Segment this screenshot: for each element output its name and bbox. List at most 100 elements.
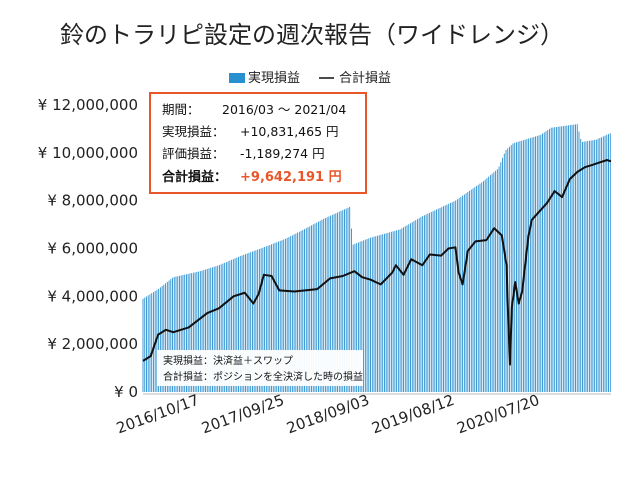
realized-bar	[512, 143, 514, 392]
realized-bar	[510, 145, 512, 392]
realized-bar	[142, 298, 144, 392]
realized-bar	[380, 234, 382, 392]
realized-bar	[399, 229, 401, 392]
realized-bar	[566, 125, 568, 392]
realized-bar	[147, 295, 149, 392]
realized-bar	[271, 244, 272, 392]
realized-bar	[477, 184, 479, 392]
y-tick-label: ¥ 10,000,000	[38, 144, 138, 162]
realized-bar	[507, 148, 509, 392]
realized-bar	[189, 273, 191, 392]
realized-bar	[413, 221, 415, 392]
realized-bar	[364, 239, 366, 392]
y-tick-label: ¥ 12,000,000	[38, 96, 138, 114]
realized-bar	[455, 200, 457, 392]
realized-bar	[274, 242, 276, 392]
y-tick-label: ¥ 6,000,000	[47, 240, 138, 258]
realized-bar	[297, 232, 299, 392]
realized-bar	[354, 243, 356, 392]
realized-bar	[246, 253, 248, 392]
realized-bar	[264, 247, 266, 392]
realized-bar	[503, 153, 505, 392]
realized-bar	[526, 139, 528, 392]
realized-bar	[314, 223, 316, 392]
realized-bar	[470, 189, 472, 392]
realized-bar	[337, 212, 338, 392]
realized-bar	[191, 273, 193, 392]
realized-bar	[215, 266, 217, 392]
realized-bar	[410, 223, 411, 392]
realized-bar	[486, 178, 488, 392]
realized-bar	[604, 135, 606, 392]
realized-bar	[333, 214, 335, 392]
unrealized-value: -1,189,274 円	[240, 146, 325, 161]
realized-bar	[173, 276, 175, 392]
realized-bar	[557, 126, 559, 392]
realized-bar	[220, 264, 222, 392]
realized-bar	[575, 124, 576, 393]
realized-bar	[267, 245, 269, 392]
realized-bar	[533, 136, 535, 392]
realized-bar	[350, 228, 352, 392]
y-tick-label: ¥ 4,000,000	[47, 287, 138, 305]
realized-bar	[467, 192, 469, 392]
realized-bar	[165, 283, 167, 392]
realized-bar	[210, 267, 212, 392]
realized-bar	[601, 137, 603, 392]
realized-bar	[159, 287, 161, 392]
realized-bar	[396, 230, 398, 392]
realized-bar	[542, 133, 543, 392]
realized-bar	[536, 135, 538, 392]
realized-bar	[496, 169, 498, 392]
realized-bar	[309, 226, 311, 392]
realized-bar	[161, 286, 163, 392]
realized-bar	[151, 293, 153, 392]
realized-bar	[319, 220, 321, 392]
realized-bar	[498, 166, 500, 392]
realized-bar	[529, 138, 531, 392]
realized-bar	[528, 138, 530, 392]
realized-bar	[206, 268, 208, 392]
realized-bar	[229, 260, 231, 392]
realized-bar	[253, 250, 255, 392]
realized-bar	[370, 237, 371, 392]
realized-bar	[311, 225, 312, 392]
realized-bar	[201, 270, 203, 392]
realized-bar	[300, 230, 302, 392]
realized-bar	[241, 255, 243, 392]
realized-label: 実現損益：	[162, 124, 225, 139]
realized-bar	[559, 126, 561, 393]
x-tick-label: 2018/09/03	[284, 391, 371, 437]
realized-bar	[239, 256, 241, 392]
realized-bar	[476, 186, 477, 392]
realized-bar	[335, 213, 337, 392]
realized-bar	[427, 213, 429, 392]
realized-bar	[368, 238, 370, 392]
realized-bar	[460, 196, 462, 392]
realized-bar	[185, 274, 187, 392]
realized-bar	[302, 230, 304, 392]
realized-bar	[255, 250, 257, 392]
footnote-realized: 実現損益：決済益＋スワップ	[163, 354, 293, 367]
realized-bar	[578, 131, 580, 392]
realized-bar	[377, 235, 378, 392]
realized-bar	[284, 238, 286, 392]
total-value: +9,642,191 円	[240, 170, 342, 185]
realized-bar	[356, 243, 358, 392]
realized-bar	[401, 228, 403, 392]
realized-bar	[163, 284, 165, 392]
realized-bar	[552, 127, 554, 392]
realized-bar	[231, 259, 233, 392]
y-tick-label: ¥ 8,000,000	[47, 192, 138, 210]
realized-bar	[441, 207, 443, 392]
realized-bar	[281, 240, 283, 392]
legend: 実現損益 合計損益	[229, 70, 391, 86]
realized-bar	[269, 244, 271, 392]
realized-bar	[580, 138, 582, 392]
realized-bar	[484, 179, 486, 392]
realized-bar	[500, 162, 502, 392]
realized-bar	[180, 275, 182, 392]
x-tick-label: 2019/08/12	[369, 391, 456, 437]
realized-bar	[588, 140, 590, 392]
realized-bar	[307, 227, 309, 392]
